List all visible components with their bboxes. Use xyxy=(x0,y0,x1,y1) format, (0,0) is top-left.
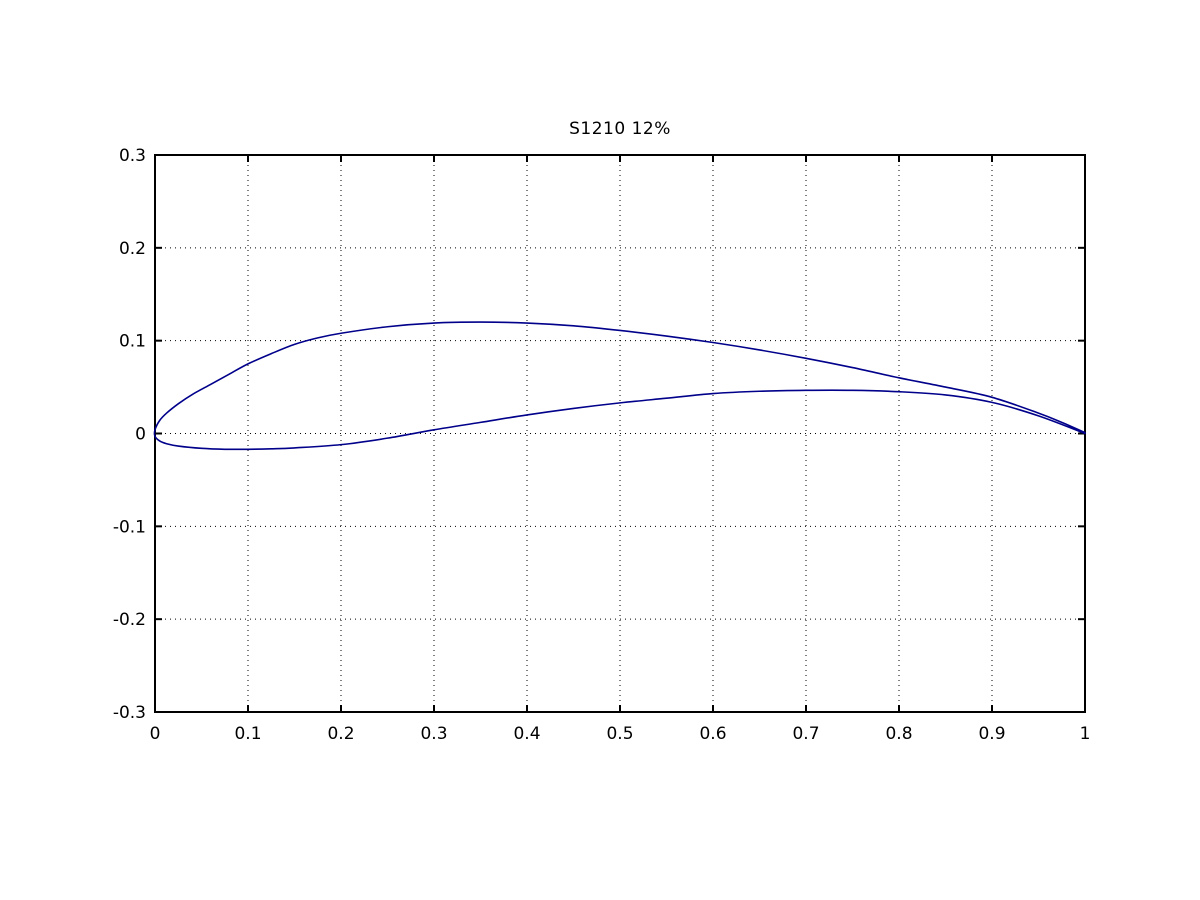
y-tick-label: 0.1 xyxy=(119,332,146,352)
x-tick-label: 0.6 xyxy=(699,724,726,744)
x-tick-label: 0.9 xyxy=(978,724,1005,744)
y-tick-label: 0.3 xyxy=(119,146,146,166)
x-tick-label: 0.1 xyxy=(234,724,261,744)
airfoil-outline xyxy=(153,321,1086,451)
y-tick-label: -0.3 xyxy=(113,703,146,723)
x-tick-label: 0.2 xyxy=(327,724,354,744)
x-tick-label: 0 xyxy=(150,724,161,744)
chart-title: S1210 12% xyxy=(569,119,671,139)
y-tick-label: 0 xyxy=(135,425,146,445)
y-tick-label: 0.2 xyxy=(119,239,146,259)
y-tick-label: -0.1 xyxy=(113,517,146,537)
x-tick-label: 0.8 xyxy=(885,724,912,744)
x-tick-label: 0.7 xyxy=(792,724,819,744)
x-tick-label: 0.5 xyxy=(606,724,633,744)
x-tick-label: 0.4 xyxy=(513,724,540,744)
x-tick-label: 1 xyxy=(1080,724,1091,744)
x-tick-label: 0.3 xyxy=(420,724,447,744)
y-tick-label: -0.2 xyxy=(113,610,146,630)
